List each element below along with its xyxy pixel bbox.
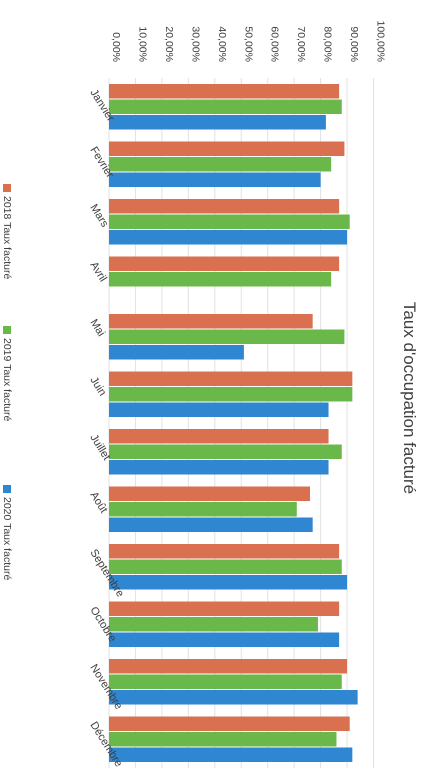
legend-swatch [3, 485, 11, 493]
bar [109, 345, 244, 360]
bar [109, 387, 353, 402]
bar [109, 99, 342, 114]
legend-label: 2018 Taux facturé [1, 196, 13, 279]
bar [109, 674, 342, 689]
legend-item: 2020 Taux facturé [1, 485, 13, 580]
bar [109, 199, 340, 214]
tick-label: 10,00% [136, 26, 148, 62]
tick-label: 80,00% [322, 26, 334, 62]
bars [109, 84, 358, 762]
bar [109, 115, 326, 130]
bar [109, 601, 340, 616]
bar [109, 84, 340, 99]
tick-label: 70,00% [295, 26, 307, 62]
chart-title: Taux d'occupation facturé [400, 302, 419, 494]
bar [109, 429, 329, 444]
category-label: Mars [87, 202, 110, 230]
bar [109, 444, 342, 459]
bar [109, 256, 340, 271]
tick-label: 90,00% [348, 26, 360, 62]
tick-label: 30,00% [189, 26, 201, 62]
tick-label: 60,00% [269, 26, 281, 62]
bar [109, 559, 342, 574]
bar [109, 157, 332, 172]
tick-label: 20,00% [163, 26, 175, 62]
legend-item: 2019 Taux facturé [1, 326, 13, 421]
bar [109, 230, 348, 245]
category-label: Août [87, 490, 109, 516]
legend-swatch [3, 184, 11, 192]
legend-swatch [3, 326, 11, 334]
bar [109, 329, 345, 344]
value-axis-ticks: 0,00% 10,00% 20,00% 30,00% 40,00% 50,00% 60,00… [110, 21, 387, 62]
category-label: Juin [87, 375, 108, 398]
bar [109, 486, 311, 501]
bar [109, 402, 329, 417]
bar [109, 272, 332, 287]
bar [109, 632, 340, 647]
bar [109, 460, 329, 475]
tick-label: 50,00% [242, 26, 254, 62]
bar [109, 747, 353, 762]
tick-label: 100,00% [375, 21, 387, 62]
bar [109, 732, 337, 747]
legend: 2018 Taux facturé 2019 Taux facturé 2020 T… [1, 184, 13, 580]
bar [109, 214, 350, 229]
bar [109, 659, 348, 674]
bar [109, 575, 348, 590]
gridlines [108, 78, 374, 768]
category-label: Avril [87, 260, 108, 284]
bar [109, 502, 297, 517]
tick-label: 40,00% [216, 26, 228, 62]
bar [109, 314, 313, 329]
bar [109, 716, 350, 731]
category-label: Mai [87, 317, 107, 338]
bar [109, 517, 313, 532]
bar [109, 617, 318, 632]
bar [109, 371, 353, 386]
bar [109, 544, 340, 559]
bar [109, 172, 321, 187]
legend-label: 2019 Taux facturé [1, 338, 13, 421]
tick-label: 0,00% [110, 32, 122, 62]
bar [109, 690, 358, 705]
legend-label: 2020 Taux facturé [1, 497, 13, 580]
bar [109, 141, 345, 156]
legend-item: 2018 Taux facturé [1, 184, 13, 279]
